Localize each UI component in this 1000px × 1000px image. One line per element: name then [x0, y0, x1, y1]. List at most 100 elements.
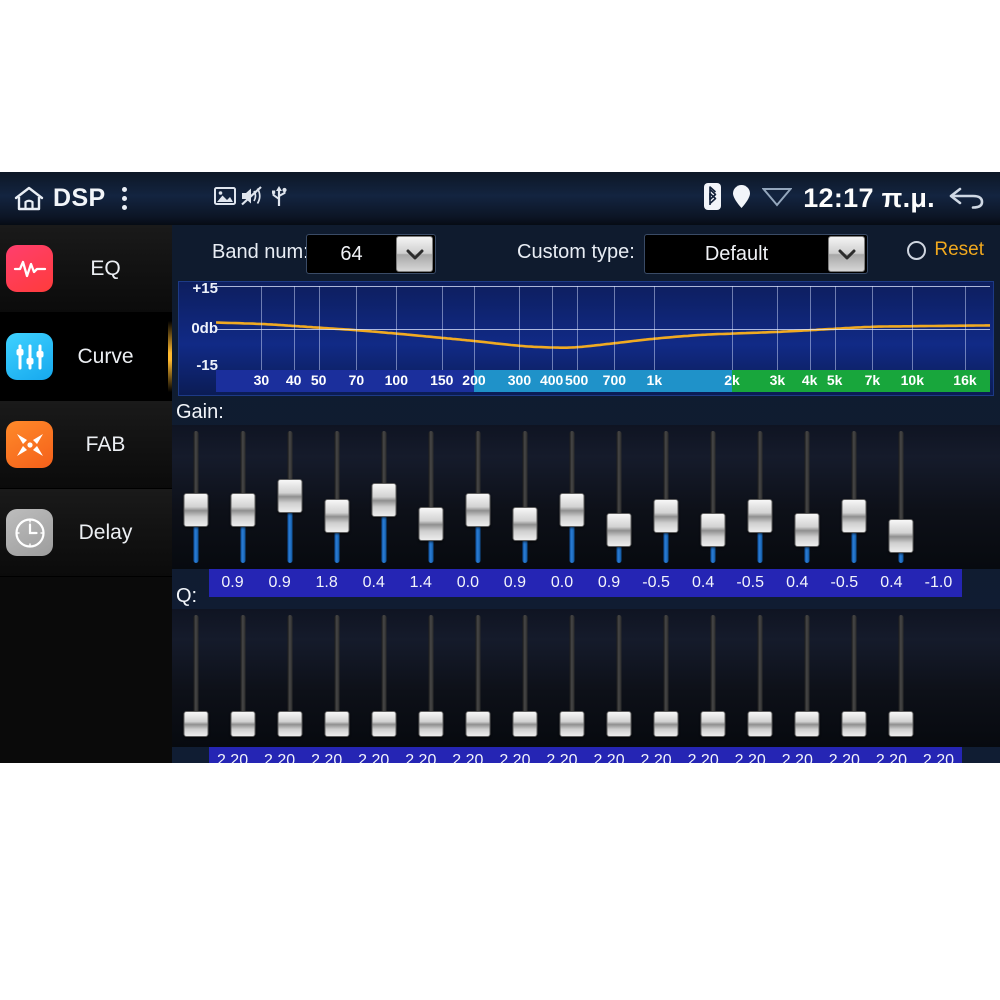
- slider-thumb[interactable]: [183, 493, 209, 527]
- gain-slider[interactable]: [784, 431, 831, 563]
- clock: 12:17 π.μ.: [803, 183, 935, 213]
- gain-slider[interactable]: [501, 431, 548, 563]
- q-slider[interactable]: [360, 615, 407, 741]
- slider-thumb[interactable]: [183, 711, 209, 737]
- gain-slider[interactable]: [407, 431, 454, 563]
- sidebar-item-eq[interactable]: EQ: [0, 225, 172, 313]
- back-arrow-icon[interactable]: [946, 181, 986, 216]
- slider-thumb[interactable]: [700, 513, 726, 547]
- slider-thumb[interactable]: [418, 711, 444, 737]
- q-slider[interactable]: [219, 615, 266, 741]
- slider-thumb[interactable]: [606, 513, 632, 547]
- slider-thumb[interactable]: [324, 499, 350, 533]
- slider-thumb[interactable]: [700, 711, 726, 737]
- reset-button[interactable]: Reset: [907, 239, 984, 261]
- gain-value: 0.0: [550, 574, 574, 591]
- eq-curve-chart[interactable]: +15 0db -15 30 40 50 70 100 150 200 300 400 500 700 1…: [178, 280, 994, 396]
- gain-slider[interactable]: [878, 431, 925, 563]
- gain-slider[interactable]: [172, 431, 219, 563]
- slider-thumb[interactable]: [277, 711, 303, 737]
- q-slider[interactable]: [454, 615, 501, 741]
- q-slider[interactable]: [266, 615, 313, 741]
- gain-slider[interactable]: [690, 431, 737, 563]
- slider-track: [663, 431, 669, 515]
- gain-slider[interactable]: [737, 431, 784, 563]
- slider-thumb[interactable]: [371, 711, 397, 737]
- q-slider[interactable]: [784, 615, 831, 741]
- slider-thumb[interactable]: [418, 507, 444, 541]
- slider-track: [428, 431, 434, 523]
- home-icon[interactable]: [14, 185, 44, 212]
- q-value: 2.20: [546, 752, 578, 763]
- slider-track: [193, 431, 199, 509]
- slider-track: [898, 431, 904, 535]
- slider-fill: [381, 499, 387, 563]
- q-slider[interactable]: [596, 615, 643, 741]
- chevron-down-icon[interactable]: [828, 236, 865, 272]
- slider-thumb[interactable]: [324, 711, 350, 737]
- slider-thumb[interactable]: [512, 507, 538, 541]
- band-num-dropdown[interactable]: 64: [306, 234, 436, 274]
- slider-thumb[interactable]: [888, 711, 914, 737]
- slider-thumb[interactable]: [465, 493, 491, 527]
- slider-thumb[interactable]: [606, 711, 632, 737]
- slider-track: [616, 431, 622, 529]
- slider-thumb[interactable]: [747, 711, 773, 737]
- band-num-value: 64: [340, 242, 363, 265]
- custom-type-dropdown[interactable]: Default: [644, 234, 868, 274]
- slider-fill: [475, 509, 481, 563]
- slider-thumb[interactable]: [747, 499, 773, 533]
- gain-slider[interactable]: [219, 431, 266, 563]
- q-slider[interactable]: [549, 615, 596, 741]
- q-slider[interactable]: [690, 615, 737, 741]
- slider-track: [757, 431, 763, 515]
- gain-slider[interactable]: [596, 431, 643, 563]
- slider-fill: [522, 523, 528, 563]
- q-slider[interactable]: [878, 615, 925, 741]
- q-slider[interactable]: [643, 615, 690, 741]
- slider-thumb[interactable]: [653, 711, 679, 737]
- gain-value: 1.8: [315, 574, 338, 591]
- q-slider[interactable]: [831, 615, 878, 741]
- slider-fill: [193, 509, 199, 563]
- sidebar-item-delay[interactable]: Delay: [0, 489, 172, 577]
- gain-slider[interactable]: [266, 431, 313, 563]
- chart-x-tick: 500: [564, 372, 589, 388]
- slider-thumb[interactable]: [465, 711, 491, 737]
- image-icon: [214, 187, 236, 210]
- gain-slider[interactable]: [454, 431, 501, 563]
- slider-thumb[interactable]: [794, 513, 820, 547]
- slider-thumb[interactable]: [559, 493, 585, 527]
- chart-x-tick: 70: [348, 372, 365, 388]
- chart-y-axis: +15 0db -15: [184, 280, 218, 375]
- q-slider[interactable]: [501, 615, 548, 741]
- slider-thumb[interactable]: [888, 519, 914, 553]
- sidebar-item-label: Curve: [77, 344, 134, 368]
- q-slider[interactable]: [407, 615, 454, 741]
- sidebar-item-fab[interactable]: FAB: [0, 401, 172, 489]
- gain-slider[interactable]: [643, 431, 690, 563]
- slider-thumb[interactable]: [559, 711, 585, 737]
- q-slider[interactable]: [737, 615, 784, 741]
- chevron-down-icon[interactable]: [396, 236, 433, 272]
- slider-thumb[interactable]: [230, 711, 256, 737]
- gain-slider[interactable]: [831, 431, 878, 563]
- slider-thumb[interactable]: [841, 711, 867, 737]
- slider-thumb[interactable]: [230, 493, 256, 527]
- gain-slider[interactable]: [360, 431, 407, 563]
- slider-thumb[interactable]: [512, 711, 538, 737]
- slider-thumb[interactable]: [371, 483, 397, 517]
- gain-value: 0.4: [692, 574, 715, 591]
- q-slider[interactable]: [313, 615, 360, 741]
- kebab-menu-icon[interactable]: [115, 184, 135, 214]
- gain-slider[interactable]: [549, 431, 596, 563]
- gain-slider[interactable]: [313, 431, 360, 563]
- location-pin-icon: [732, 184, 751, 214]
- slider-thumb[interactable]: [277, 479, 303, 513]
- q-slider[interactable]: [172, 615, 219, 741]
- custom-type-label: Custom type:: [517, 241, 635, 263]
- slider-thumb[interactable]: [794, 711, 820, 737]
- sidebar-item-curve[interactable]: Curve: [0, 313, 172, 401]
- slider-thumb[interactable]: [841, 499, 867, 533]
- slider-thumb[interactable]: [653, 499, 679, 533]
